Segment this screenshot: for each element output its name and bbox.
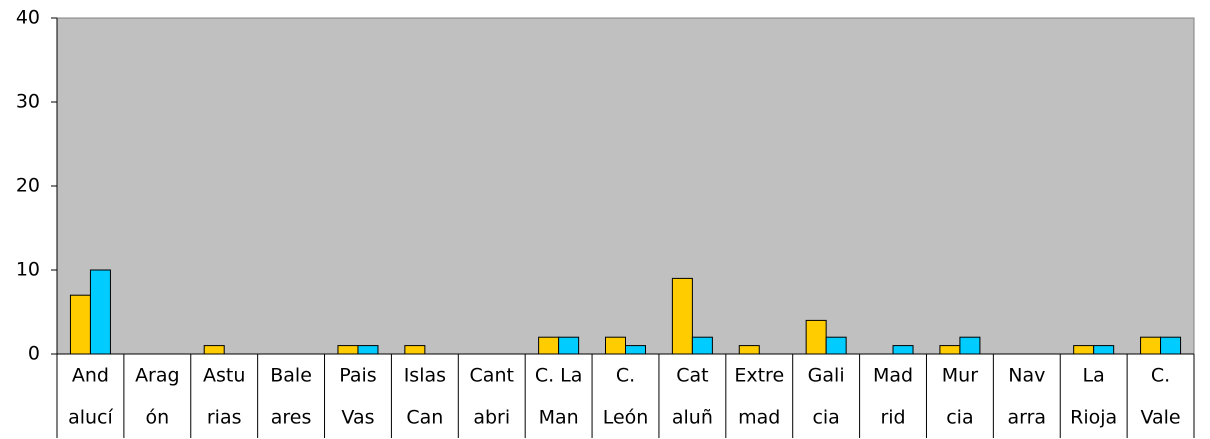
bar xyxy=(357,345,379,355)
x-tick-label: Gali xyxy=(808,365,845,387)
x-tick-label: Vas xyxy=(341,407,374,429)
x-tick-label: Mad xyxy=(873,365,913,387)
y-tick-label: 40 xyxy=(16,7,40,29)
x-tick-label: rias xyxy=(207,407,242,429)
bar xyxy=(538,336,560,355)
x-tick-label: Bale xyxy=(270,365,312,387)
x-tick-label: Vale xyxy=(1140,407,1180,429)
x-tick-label: And xyxy=(72,365,109,387)
x-tick-label: Mur xyxy=(942,365,978,387)
x-tick-label: abri xyxy=(473,407,510,429)
x-tick-label: Man xyxy=(539,407,579,429)
bar xyxy=(805,319,827,355)
y-tick-label: 30 xyxy=(16,91,40,113)
x-tick-label: Cat xyxy=(676,365,708,387)
y-tick-label: 10 xyxy=(16,259,40,281)
x-tick-label: C. xyxy=(1151,365,1170,387)
bar xyxy=(203,345,225,355)
y-tick-label: 0 xyxy=(28,343,40,365)
x-tick-label: ón xyxy=(145,407,169,429)
x-tick-label: C. La xyxy=(535,365,583,387)
x-tick-label: rid xyxy=(880,407,905,429)
x-tick-label: Pais xyxy=(339,365,376,387)
x-tick-label: Can xyxy=(406,407,443,429)
bar xyxy=(558,336,580,355)
x-tick-label: cia xyxy=(946,407,973,429)
x-tick-label: León xyxy=(603,407,649,429)
x-tick-label: cia xyxy=(812,407,839,429)
bar xyxy=(1073,345,1095,355)
bar xyxy=(825,336,847,355)
bar xyxy=(404,345,426,355)
bar xyxy=(625,345,646,355)
x-tick-label: Nav xyxy=(1008,365,1045,387)
bar xyxy=(605,336,626,355)
bar xyxy=(69,294,91,355)
bar xyxy=(959,336,981,355)
bar xyxy=(738,345,760,355)
x-tick-label: aluñ xyxy=(672,407,713,429)
x-tick-label: C. xyxy=(616,365,635,387)
bar xyxy=(939,345,961,355)
y-tick-label: 20 xyxy=(16,175,40,197)
bar xyxy=(1160,336,1182,355)
bar xyxy=(1093,345,1115,355)
x-tick-label: Astu xyxy=(203,365,245,387)
bar xyxy=(691,336,713,355)
x-tick-label: Islas xyxy=(404,365,446,387)
x-tick-label: Arag xyxy=(135,365,180,387)
bar xyxy=(892,345,914,355)
x-tick-label: alucí xyxy=(68,407,113,429)
bar xyxy=(337,345,359,355)
x-tick-label: arra xyxy=(1008,407,1047,429)
x-tick-label: La xyxy=(1083,365,1105,387)
bar xyxy=(671,277,693,355)
bar xyxy=(89,269,111,355)
x-tick-label: Extre xyxy=(734,365,784,387)
x-tick-label: Rioja xyxy=(1070,407,1117,429)
x-tick-label: ares xyxy=(271,407,312,429)
plot-area xyxy=(56,17,1195,355)
bar xyxy=(1140,336,1162,355)
x-tick-label: Cant xyxy=(470,365,514,387)
x-tick-label: mad xyxy=(738,407,780,429)
